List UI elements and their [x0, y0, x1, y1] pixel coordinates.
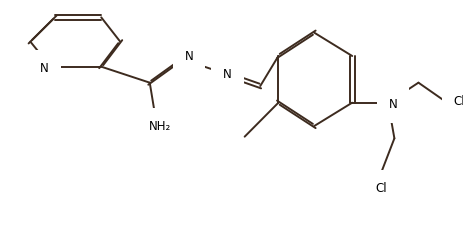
Text: NH₂: NH₂	[149, 120, 171, 132]
Text: Cl: Cl	[452, 95, 463, 108]
Text: Cl: Cl	[375, 182, 387, 195]
Text: N: N	[223, 68, 231, 81]
Text: N: N	[40, 62, 49, 75]
Text: N: N	[184, 50, 193, 63]
Text: N: N	[388, 98, 397, 111]
